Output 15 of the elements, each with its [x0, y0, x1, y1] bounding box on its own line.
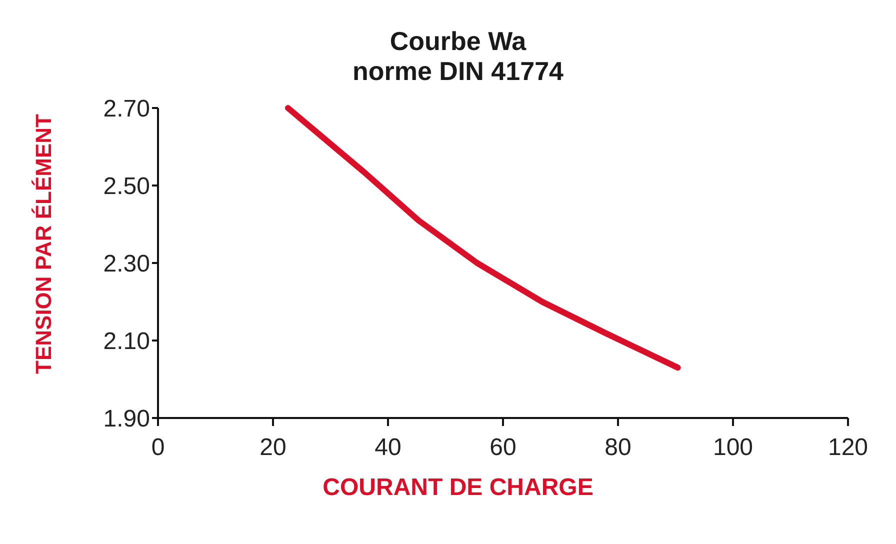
- y-tick-label: 2.30: [103, 250, 150, 278]
- x-axis-title: COURANT DE CHARGE: [322, 474, 594, 502]
- y-axis-title: TENSION PAR ÉLÉMENT: [31, 114, 57, 374]
- x-tick-label: 120: [828, 434, 868, 462]
- x-tick-label: 40: [374, 434, 402, 462]
- chart-title: Courbe Wa norme DIN 41774: [352, 26, 564, 86]
- x-tick-label: 80: [604, 434, 632, 462]
- y-tick-label: 2.70: [103, 96, 150, 123]
- y-tick-label: 2.10: [103, 328, 150, 356]
- x-tick-label: 100: [712, 434, 754, 462]
- y-tick-label: 2.50: [103, 173, 150, 200]
- x-tick-label: 0: [151, 434, 165, 462]
- y-tick-label: 1.90: [103, 406, 150, 433]
- x-tick-label: 20: [260, 434, 286, 462]
- x-tick-label: 60: [490, 434, 516, 462]
